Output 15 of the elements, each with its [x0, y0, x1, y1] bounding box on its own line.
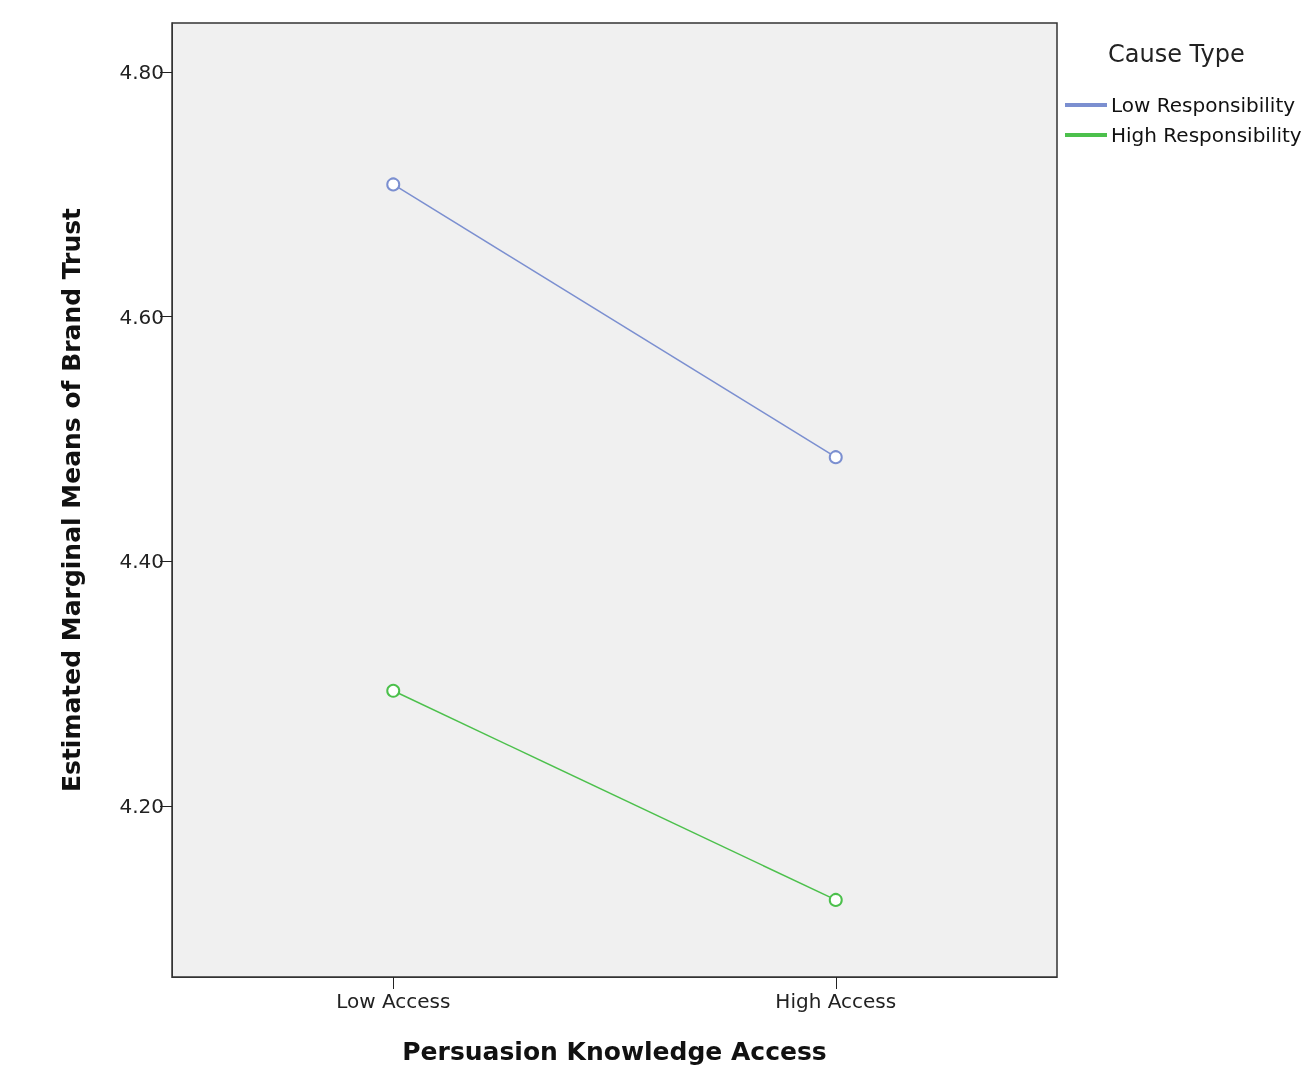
x-tick-label: High Access: [775, 989, 897, 1013]
x-axis-title: Persuasion Knowledge Access: [402, 1037, 827, 1066]
point: [828, 892, 843, 907]
y-axis-title: Estimated Marginal Means of Brand Trust: [57, 207, 86, 793]
legend-title: Cause Type: [1108, 40, 1245, 68]
y-tick-label: 4.80: [119, 59, 164, 84]
legend-label: Low Responsibility: [1111, 93, 1296, 117]
point: [828, 450, 843, 465]
y-tick-label: 4.40: [119, 549, 164, 574]
point: [386, 683, 401, 698]
x-tick-label: Low Access: [336, 989, 451, 1013]
point: [386, 177, 401, 192]
legend-label: High Responsibility: [1111, 123, 1302, 147]
y-tick-label: 4.60: [119, 304, 164, 329]
y-tick-label: 4.20: [119, 793, 164, 818]
